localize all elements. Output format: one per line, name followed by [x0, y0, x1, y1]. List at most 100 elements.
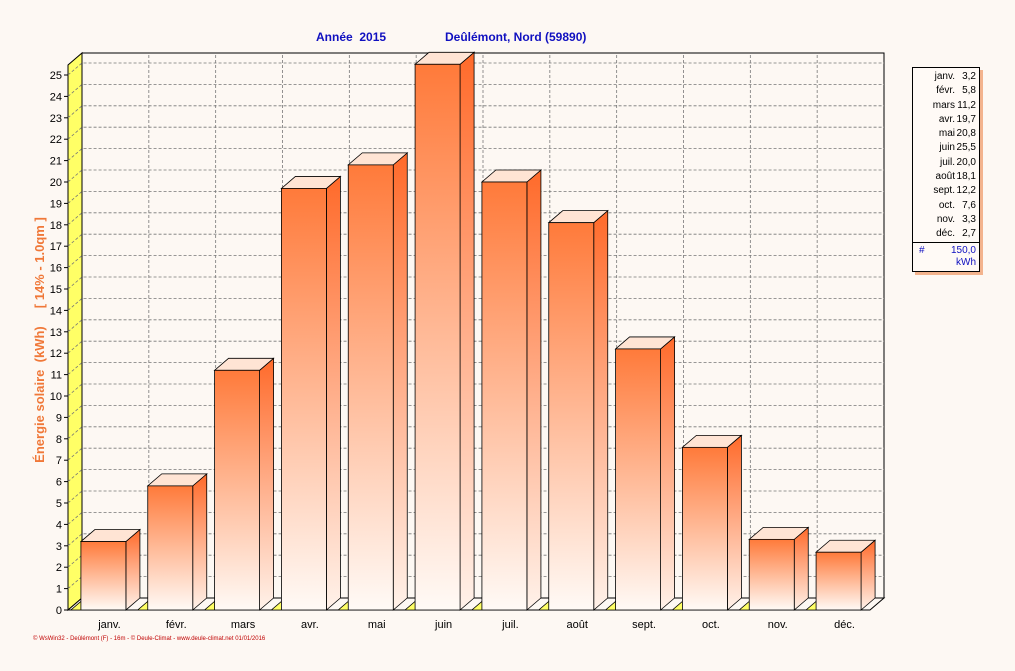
y-tick-label: 1	[56, 584, 62, 596]
x-tick-label: nov.	[768, 619, 788, 631]
grid-line	[67, 169, 884, 183]
y-tick-label: 2	[56, 562, 62, 574]
grid-line	[67, 297, 884, 311]
y-tick-label: 22	[50, 134, 62, 146]
y-tick-label: 10	[50, 391, 62, 403]
legend-month: juin	[939, 142, 955, 154]
grid-line	[67, 319, 884, 333]
legend-month: sept.	[933, 185, 955, 197]
grid-line	[67, 255, 884, 268]
bar-front	[682, 446, 728, 611]
x-tick-label: juil.	[501, 619, 519, 631]
bar-front	[214, 369, 260, 611]
y-tick-label: 14	[50, 305, 62, 317]
y-tick-label: 6	[56, 477, 62, 489]
legend-row: sept. 12,2	[913, 184, 979, 198]
x-axis: janv. févr. mars avr. mai juin juil. août sept. o…	[97, 619, 855, 631]
chart-title: Année 2015	[316, 30, 386, 44]
bar-8	[604, 336, 676, 611]
y-tick-label: 17	[50, 241, 62, 253]
bar-front	[815, 551, 862, 611]
footer-credit: © WsWin32 - Deûlémont (F) - 16m - © Deul…	[33, 635, 266, 642]
bar-side	[727, 434, 742, 611]
legend-value: 11,2	[957, 99, 976, 111]
bars	[69, 51, 877, 611]
grid-line	[67, 148, 884, 161]
grid-line	[67, 426, 884, 440]
legend-row: mars 11,2	[913, 99, 979, 113]
y-tick-label: 12	[50, 348, 62, 360]
bar-side	[459, 51, 475, 611]
grid-line	[67, 212, 884, 226]
y-tick-label: 24	[50, 91, 62, 103]
y-tick-label: 3	[56, 541, 62, 553]
legend-month: nov.	[936, 213, 955, 225]
grid-line	[67, 126, 884, 140]
legend-value: 20,8	[956, 128, 976, 140]
bar-front	[347, 164, 394, 611]
grid-line	[67, 84, 884, 97]
legend-row: mai 20,8	[913, 127, 979, 141]
grid-line	[67, 276, 884, 290]
x-tick-label: mai	[368, 619, 386, 631]
legend-value: 7,6	[962, 199, 976, 211]
legend-row: févr. 5,8	[913, 84, 979, 98]
legend-row: janv. 3,2	[913, 70, 979, 84]
legend-value: 5,8	[962, 85, 976, 97]
bar-side	[593, 209, 609, 611]
bar-front	[748, 538, 795, 611]
legend-month: déc.	[936, 228, 955, 240]
grid-line	[67, 105, 884, 119]
x-tick-label: janv.	[97, 619, 120, 631]
total-symbol: #	[919, 245, 925, 256]
bar-side	[259, 357, 274, 611]
y-tick-label: 15	[50, 284, 62, 296]
x-tick-label: sept.	[632, 619, 656, 631]
legend-row: avr. 19,7	[913, 113, 979, 127]
chart-subtitle: Deûlémont, Nord (59890)	[445, 30, 586, 44]
legend-month: oct.	[938, 199, 955, 211]
grid-line	[67, 340, 884, 354]
grid-line	[67, 469, 884, 482]
y-tick-label: 23	[50, 113, 62, 125]
bar-6	[470, 169, 542, 611]
grid-line	[67, 404, 884, 418]
x-tick-label: oct.	[702, 619, 720, 631]
bar-3	[270, 175, 342, 611]
bar-front	[281, 188, 327, 611]
x-tick-label: févr.	[166, 619, 187, 631]
y-tick-label: 0	[56, 605, 62, 617]
legend-separator	[913, 242, 979, 243]
y-tick-label: 11	[51, 370, 62, 382]
bar-1	[136, 473, 208, 611]
grid-line	[67, 233, 884, 247]
bar-11	[805, 539, 877, 611]
legend-value: 18,1	[956, 171, 976, 183]
bar-side	[660, 336, 675, 611]
grid-line	[67, 554, 884, 568]
y-tick-label: 20	[50, 177, 62, 189]
grid-line	[67, 512, 884, 525]
legend-row: oct. 7,6	[913, 199, 979, 213]
legend-value: 12,2	[956, 185, 976, 197]
grid-line	[67, 490, 884, 504]
bar-5	[404, 51, 476, 611]
y-tick-label: 4	[56, 519, 62, 531]
bar-side	[526, 169, 542, 611]
y-tick-label: 7	[56, 455, 62, 467]
legend-month: janv.	[934, 71, 955, 82]
legend-value: 3,3	[962, 213, 976, 225]
legend-month: mars	[932, 99, 955, 111]
legend-month: févr.	[936, 85, 955, 97]
bar-side	[192, 473, 208, 611]
x-tick-label: déc.	[834, 619, 855, 631]
bar-9	[671, 434, 743, 611]
legend-total: # 150,0 kWh	[913, 244, 979, 270]
total-unit: kWh	[956, 257, 976, 268]
legend-month: juil.	[939, 156, 955, 168]
total-value: 150,0	[950, 245, 976, 256]
grid-line	[67, 362, 884, 375]
bar-2	[203, 357, 275, 611]
legend: janv. 3,2 févr. 5,8 mars 11,2 avr. 19,7 mai 20,8 j…	[912, 67, 980, 272]
